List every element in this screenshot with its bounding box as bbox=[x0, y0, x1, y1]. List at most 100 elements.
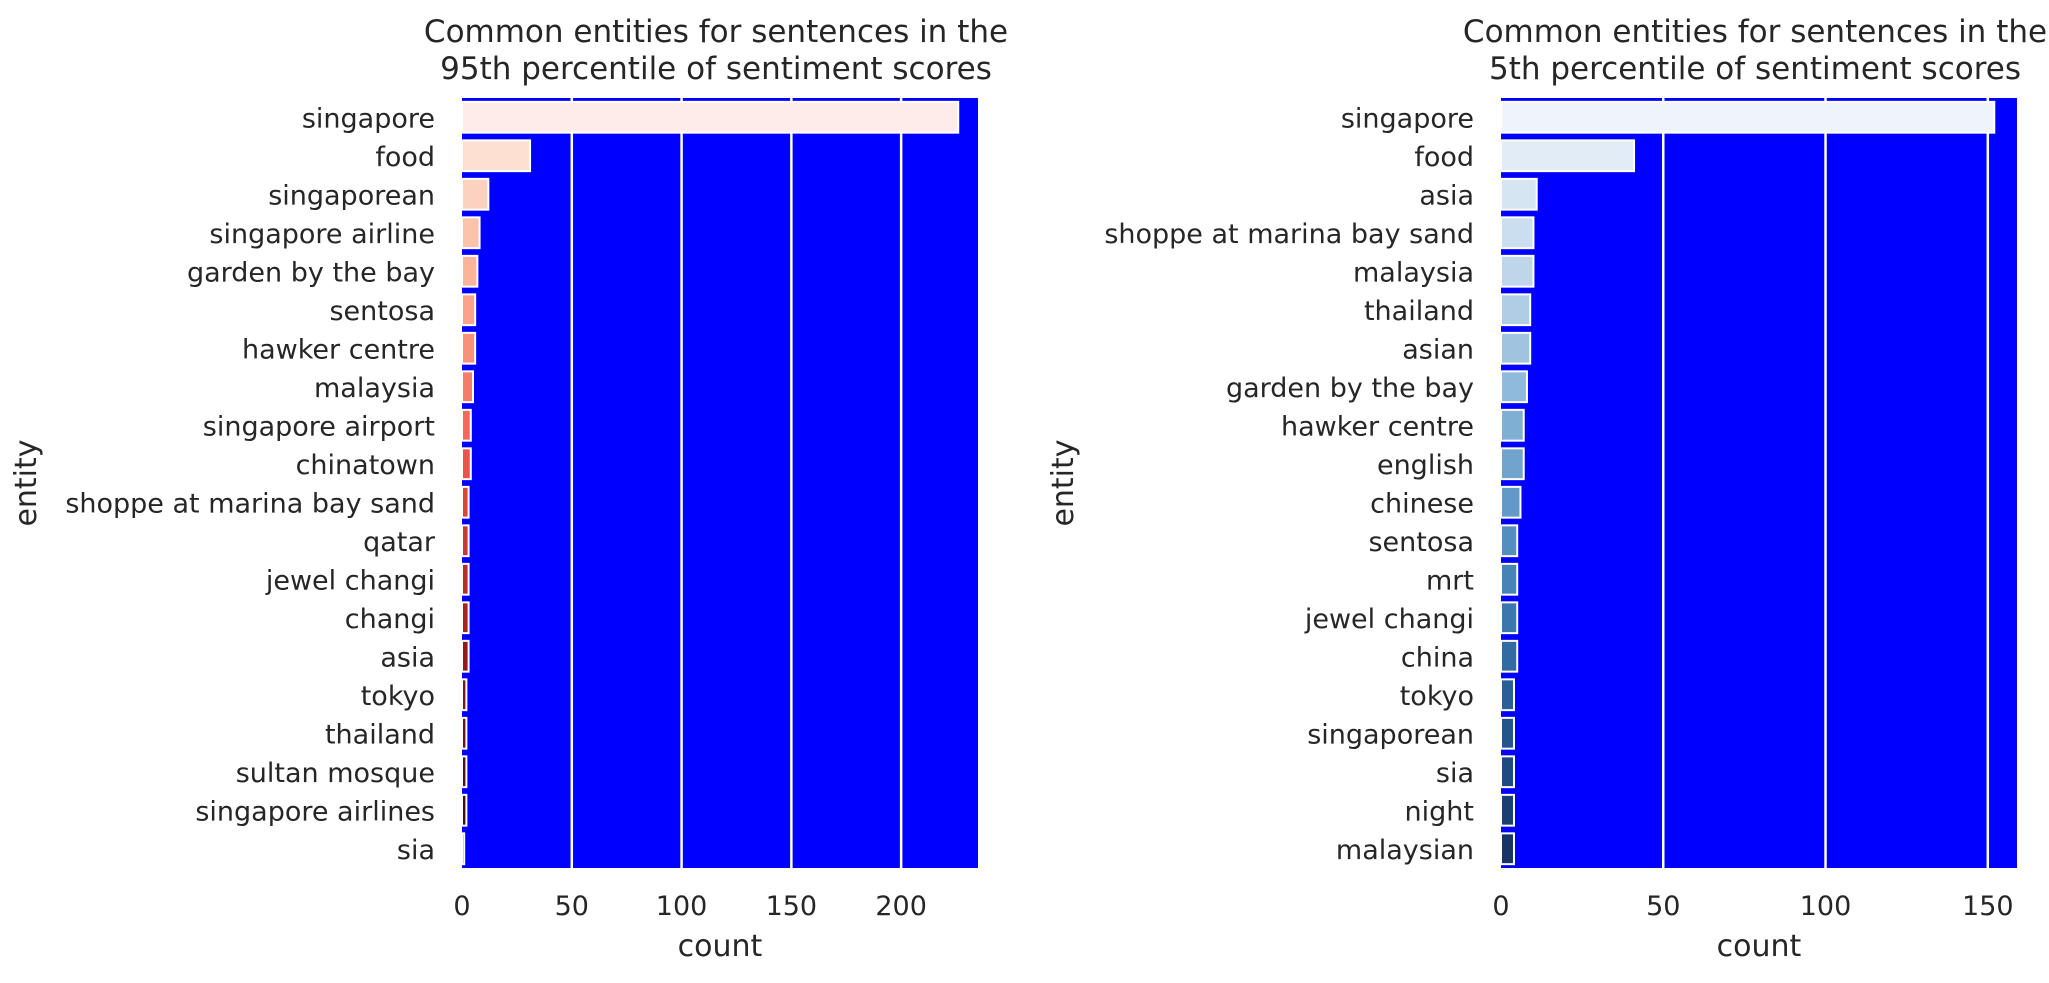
bar bbox=[461, 485, 470, 519]
x-tick-label: 150 bbox=[766, 891, 818, 922]
bar bbox=[1500, 716, 1515, 750]
category-label: singapore airline bbox=[209, 219, 435, 250]
category-label: malaysian bbox=[1336, 835, 1474, 866]
bar bbox=[1500, 254, 1535, 288]
category-label: shoppe at marina bay sand bbox=[1104, 219, 1474, 250]
category-label: asia bbox=[1419, 180, 1474, 211]
category-label: garden by the bay bbox=[1226, 373, 1474, 404]
x-axis-label: count bbox=[678, 929, 763, 964]
category-label: malaysia bbox=[1353, 257, 1474, 288]
bar bbox=[1500, 100, 1996, 134]
bar bbox=[1500, 601, 1519, 635]
bar bbox=[461, 331, 477, 365]
bar bbox=[1500, 331, 1532, 365]
chart-title: Common entities for sentences in the bbox=[1463, 14, 2047, 50]
bar bbox=[1500, 485, 1522, 519]
category-label: thailand bbox=[1364, 296, 1474, 327]
category-label: thailand bbox=[325, 719, 435, 750]
bar bbox=[461, 524, 470, 558]
bar bbox=[461, 177, 490, 211]
category-label: sultan mosque bbox=[236, 758, 435, 789]
bar bbox=[1500, 370, 1528, 404]
category-label: garden by the bay bbox=[187, 257, 435, 288]
bar bbox=[461, 216, 481, 250]
bar bbox=[461, 678, 468, 712]
x-tick-label: 150 bbox=[1962, 891, 2014, 922]
x-axis-label: count bbox=[1717, 929, 1802, 964]
category-label: tokyo bbox=[361, 681, 435, 712]
category-label: jewel changi bbox=[265, 565, 435, 596]
category-label: food bbox=[1414, 142, 1474, 173]
category-label: singaporean bbox=[268, 180, 435, 211]
chart-title: 95th percentile of sentiment scores bbox=[440, 51, 992, 87]
y-axis-label: entity bbox=[1046, 439, 1081, 526]
bar bbox=[461, 832, 466, 866]
bar bbox=[1500, 562, 1519, 596]
category-label: tokyo bbox=[1400, 681, 1474, 712]
bar bbox=[461, 639, 470, 673]
bar bbox=[1500, 639, 1519, 673]
bar bbox=[461, 139, 532, 173]
bar bbox=[461, 601, 470, 635]
x-tick-label: 200 bbox=[875, 891, 927, 922]
bar bbox=[1500, 524, 1519, 558]
category-label: sia bbox=[1436, 758, 1474, 789]
bar bbox=[1500, 139, 1636, 173]
plot-background bbox=[1501, 98, 2017, 868]
bar bbox=[461, 562, 470, 596]
category-label: night bbox=[1405, 796, 1474, 827]
bar bbox=[1500, 293, 1532, 327]
category-label: china bbox=[1401, 642, 1474, 673]
bar bbox=[461, 755, 468, 789]
chart-1: singapore food singaporean singapore airlin… bbox=[9, 14, 1008, 964]
category-label: mrt bbox=[1426, 565, 1474, 596]
bar bbox=[461, 100, 960, 134]
bar bbox=[1500, 678, 1515, 712]
category-label: english bbox=[1377, 450, 1474, 481]
category-label: changi bbox=[345, 604, 435, 635]
bar bbox=[1500, 177, 1538, 211]
bar bbox=[1500, 216, 1535, 250]
category-label: singaporean bbox=[1307, 719, 1474, 750]
category-label: asia bbox=[380, 642, 435, 673]
category-label: chinese bbox=[1370, 488, 1474, 519]
chart-title: Common entities for sentences in the bbox=[424, 14, 1008, 50]
bar bbox=[1500, 408, 1525, 442]
bar bbox=[1500, 832, 1515, 866]
bar bbox=[461, 408, 472, 442]
category-label: sentosa bbox=[1368, 527, 1474, 558]
plot-background bbox=[462, 98, 978, 868]
x-tick-label: 0 bbox=[1492, 891, 1509, 922]
category-label: hawker centre bbox=[242, 334, 435, 365]
category-label: food bbox=[375, 142, 435, 173]
chart-2: singapore food asia shoppe at marina bay sa… bbox=[1046, 14, 2047, 964]
y-axis-label: entity bbox=[9, 439, 44, 526]
category-label: asian bbox=[1402, 334, 1474, 365]
x-tick-label: 100 bbox=[1800, 891, 1852, 922]
category-label: singapore bbox=[302, 103, 435, 134]
chart-title: 5th percentile of sentiment scores bbox=[1489, 51, 2021, 87]
category-label: hawker centre bbox=[1281, 411, 1474, 442]
category-label: sia bbox=[397, 835, 435, 866]
bar bbox=[461, 447, 472, 481]
category-label: shoppe at marina bay sand bbox=[65, 488, 435, 519]
x-tick-label: 50 bbox=[555, 891, 589, 922]
bar bbox=[461, 716, 468, 750]
category-label: malaysia bbox=[314, 373, 435, 404]
category-label: singapore airlines bbox=[195, 796, 435, 827]
category-label: chinatown bbox=[296, 450, 435, 481]
bar bbox=[1500, 755, 1515, 789]
bar bbox=[461, 293, 477, 327]
bar bbox=[1500, 793, 1515, 827]
bar bbox=[1500, 447, 1525, 481]
bar bbox=[461, 254, 479, 288]
bar bbox=[461, 370, 474, 404]
category-label: qatar bbox=[363, 527, 436, 558]
bar bbox=[461, 793, 468, 827]
category-label: sentosa bbox=[329, 296, 435, 327]
x-tick-label: 0 bbox=[453, 891, 470, 922]
x-tick-label: 100 bbox=[656, 891, 708, 922]
category-label: jewel changi bbox=[1304, 604, 1474, 635]
x-tick-label: 50 bbox=[1646, 891, 1680, 922]
